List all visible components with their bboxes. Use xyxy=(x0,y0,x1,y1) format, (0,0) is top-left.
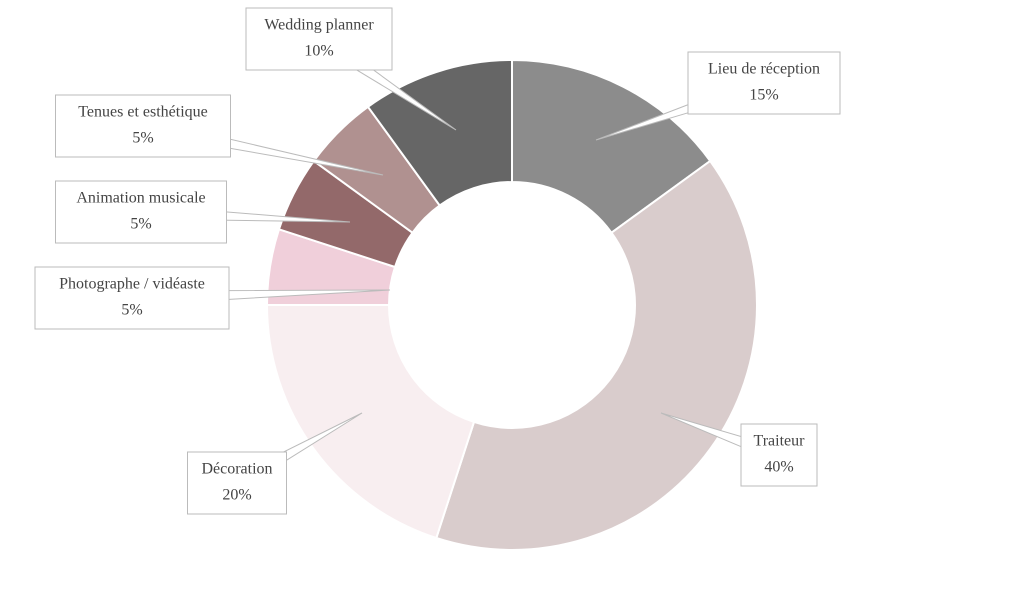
value-label: 5% xyxy=(121,302,142,319)
value-label: 5% xyxy=(132,130,153,147)
callout-box xyxy=(687,51,841,115)
category-label: Animation musicale xyxy=(76,190,205,207)
category-label: Tenues et esthétique xyxy=(78,104,208,121)
category-label: Photographe / vidéaste xyxy=(59,276,205,293)
value-label: 10% xyxy=(304,43,333,60)
value-label: 15% xyxy=(749,87,778,104)
callout-box xyxy=(187,451,287,515)
callout-box xyxy=(55,180,227,244)
donut-slice xyxy=(265,304,476,540)
value-label: 20% xyxy=(222,487,251,504)
category-label: Wedding planner xyxy=(264,17,374,34)
donut-slice xyxy=(511,58,712,235)
callout-box xyxy=(740,423,818,487)
callout-box xyxy=(34,266,230,330)
callout-box xyxy=(55,94,231,158)
callout-box xyxy=(245,7,393,71)
category-label: Décoration xyxy=(201,461,272,478)
category-label: Lieu de réception xyxy=(708,61,820,78)
category-label: Traiteur xyxy=(754,433,806,450)
value-label: 5% xyxy=(130,216,151,233)
donut-slice xyxy=(435,159,758,551)
value-label: 40% xyxy=(764,459,793,476)
